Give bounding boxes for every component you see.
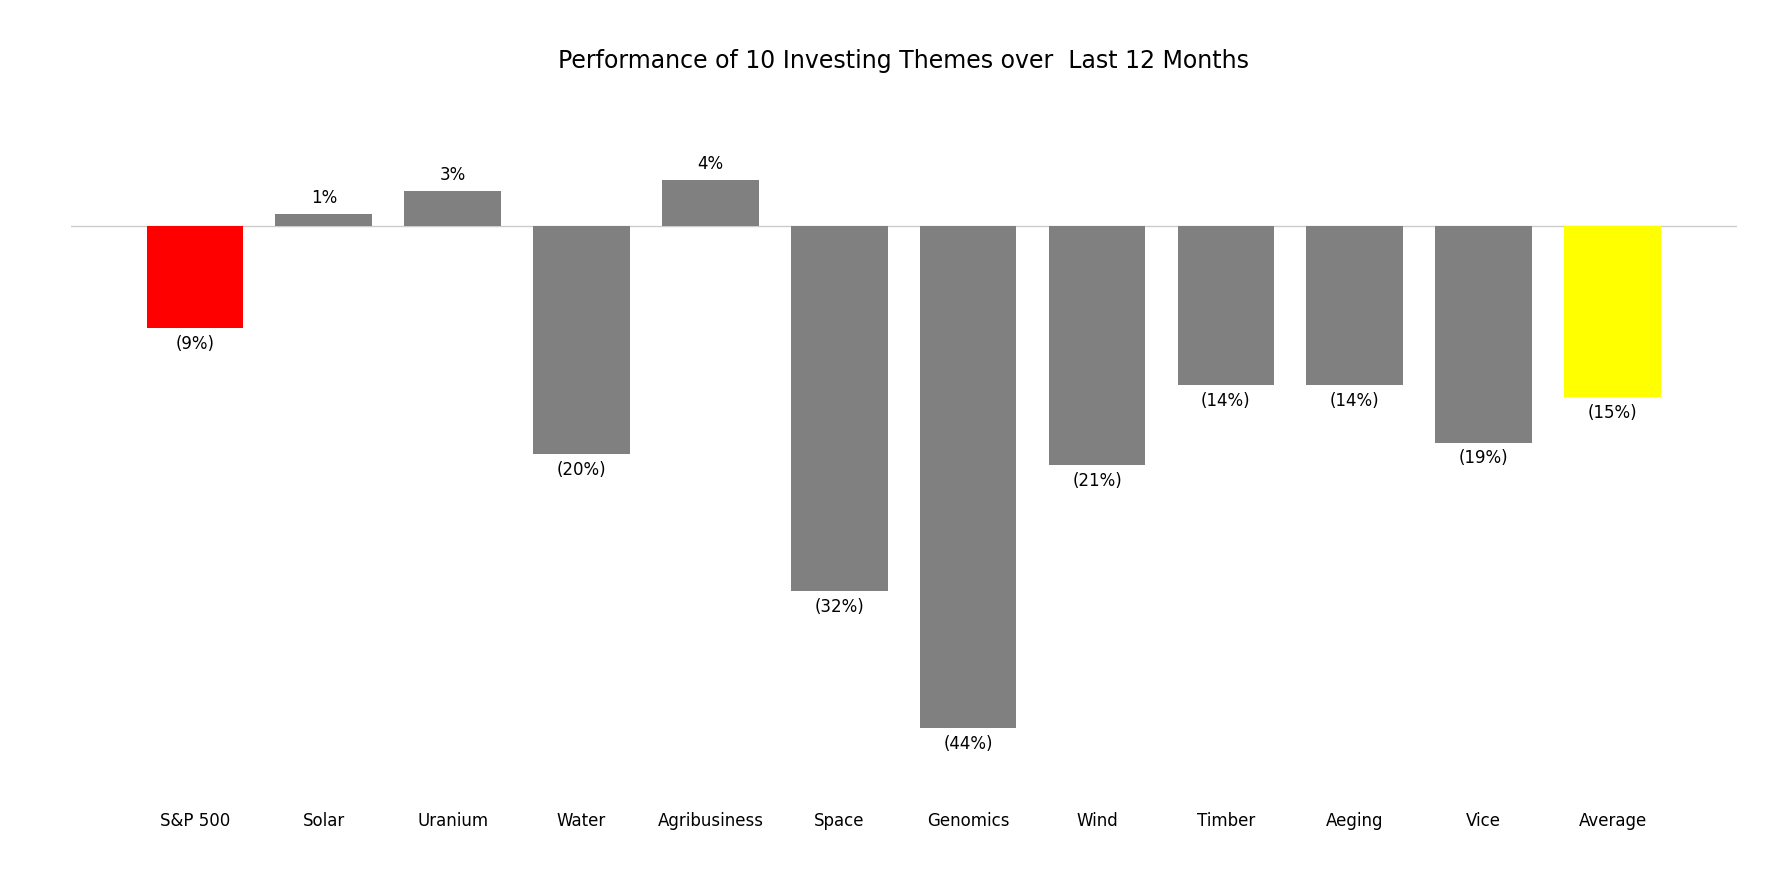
Text: (14%): (14%) (1331, 392, 1380, 411)
Text: 1%: 1% (310, 189, 337, 207)
Text: (20%): (20%) (556, 461, 606, 479)
Text: (19%): (19%) (1458, 450, 1508, 467)
Bar (1306, 226, 1403, 385)
Bar (533, 226, 629, 454)
Text: (9%): (9%) (175, 335, 214, 353)
Text: (21%): (21%) (1072, 473, 1122, 490)
Bar (404, 191, 501, 226)
Bar (1049, 226, 1145, 466)
Bar (663, 180, 758, 226)
Bar (1435, 226, 1533, 442)
Text: 4%: 4% (698, 155, 723, 173)
Text: (15%): (15%) (1588, 404, 1637, 421)
Text: (44%): (44%) (943, 735, 992, 753)
Title: Performance of 10 Investing Themes over  Last 12 Months: Performance of 10 Investing Themes over … (558, 49, 1249, 73)
Bar (790, 226, 888, 591)
Text: (32%): (32%) (815, 597, 865, 616)
Text: 3%: 3% (439, 166, 466, 184)
Bar (920, 226, 1017, 728)
Bar (1565, 226, 1660, 396)
Bar (147, 226, 243, 328)
Text: (14%): (14%) (1201, 392, 1251, 411)
Bar (1178, 226, 1274, 385)
Bar (275, 214, 372, 226)
